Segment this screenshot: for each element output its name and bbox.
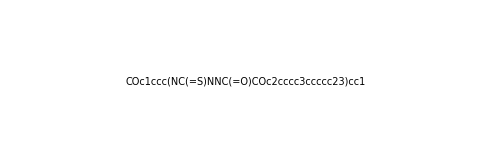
Text: COc1ccc(NC(=S)NNC(=O)COc2cccc3ccccc23)cc1: COc1ccc(NC(=S)NNC(=O)COc2cccc3ccccc23)cc… xyxy=(125,76,366,87)
